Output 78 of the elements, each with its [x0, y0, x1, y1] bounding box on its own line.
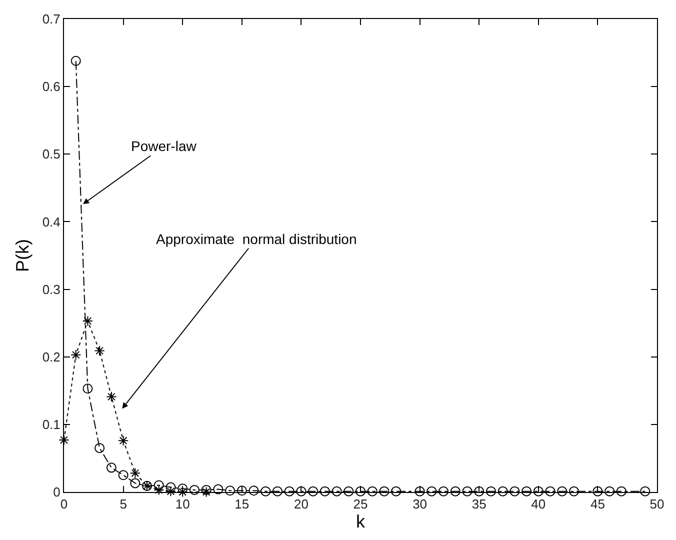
point	[332, 486, 342, 496]
point	[391, 486, 402, 496]
point	[522, 486, 532, 496]
point	[154, 480, 164, 490]
point	[510, 486, 520, 496]
y-tick-label: 0.6	[42, 79, 60, 94]
point	[82, 384, 93, 394]
point	[118, 435, 129, 446]
y-tick-label: 0.2	[42, 349, 60, 364]
point	[426, 486, 437, 496]
point	[201, 486, 212, 498]
point	[450, 486, 460, 496]
x-tick-label: 25	[353, 496, 368, 512]
point	[379, 486, 390, 496]
point	[462, 486, 472, 496]
point	[616, 486, 626, 496]
point	[58, 434, 70, 446]
point	[344, 486, 354, 496]
point	[545, 486, 556, 496]
point	[356, 486, 366, 496]
point	[604, 486, 615, 496]
point	[308, 486, 318, 496]
x-tick-label: 5	[120, 496, 127, 512]
y-tick-label: 0	[53, 484, 60, 500]
point	[94, 345, 105, 356]
x-tick-label: 20	[294, 496, 308, 512]
point	[248, 486, 259, 496]
point	[320, 486, 330, 496]
point	[533, 486, 544, 496]
point	[165, 486, 176, 497]
y-tick-label: 0.4	[42, 214, 60, 230]
point	[177, 486, 188, 498]
point	[367, 486, 378, 496]
y-tick-label: 0.5	[42, 146, 60, 162]
point	[557, 486, 568, 496]
point	[592, 486, 603, 496]
y-tick-label: 0.3	[42, 282, 60, 297]
point	[568, 486, 579, 496]
y-axis-title: P(k)	[12, 239, 33, 272]
x-tick-label: 35	[472, 496, 486, 512]
point	[189, 484, 200, 495]
point	[486, 486, 496, 496]
point	[130, 468, 140, 478]
x-tick-label: 40	[531, 496, 546, 512]
point	[284, 486, 294, 496]
point	[236, 486, 247, 496]
point	[70, 56, 81, 66]
point	[130, 478, 140, 488]
point	[178, 484, 188, 494]
point	[296, 486, 306, 496]
point	[213, 484, 224, 494]
point	[118, 470, 128, 480]
point	[498, 486, 508, 496]
point	[94, 443, 105, 454]
point	[474, 486, 484, 496]
x-tick-label: 45	[590, 496, 605, 512]
x-axis-title: k	[356, 512, 366, 532]
y-tick-label: 0.7	[42, 12, 60, 27]
x-tick-label: 50	[650, 496, 664, 512]
point	[82, 316, 94, 326]
point	[154, 484, 164, 496]
point	[260, 486, 271, 496]
point	[272, 486, 282, 496]
point	[225, 486, 236, 496]
point	[201, 484, 212, 495]
point	[70, 350, 82, 360]
x-tick-label: 15	[234, 496, 250, 512]
y-tick-label: 0.1	[42, 416, 60, 432]
point	[414, 486, 425, 496]
annotation: Power-law	[131, 138, 198, 154]
point	[640, 486, 650, 496]
point	[438, 486, 449, 496]
x-tick-label: 30	[412, 496, 428, 512]
point	[166, 482, 176, 492]
point	[106, 462, 116, 473]
x-tick-label: 10	[175, 496, 190, 512]
annotation: Approximate normal distribution	[156, 231, 357, 247]
point	[106, 391, 117, 402]
